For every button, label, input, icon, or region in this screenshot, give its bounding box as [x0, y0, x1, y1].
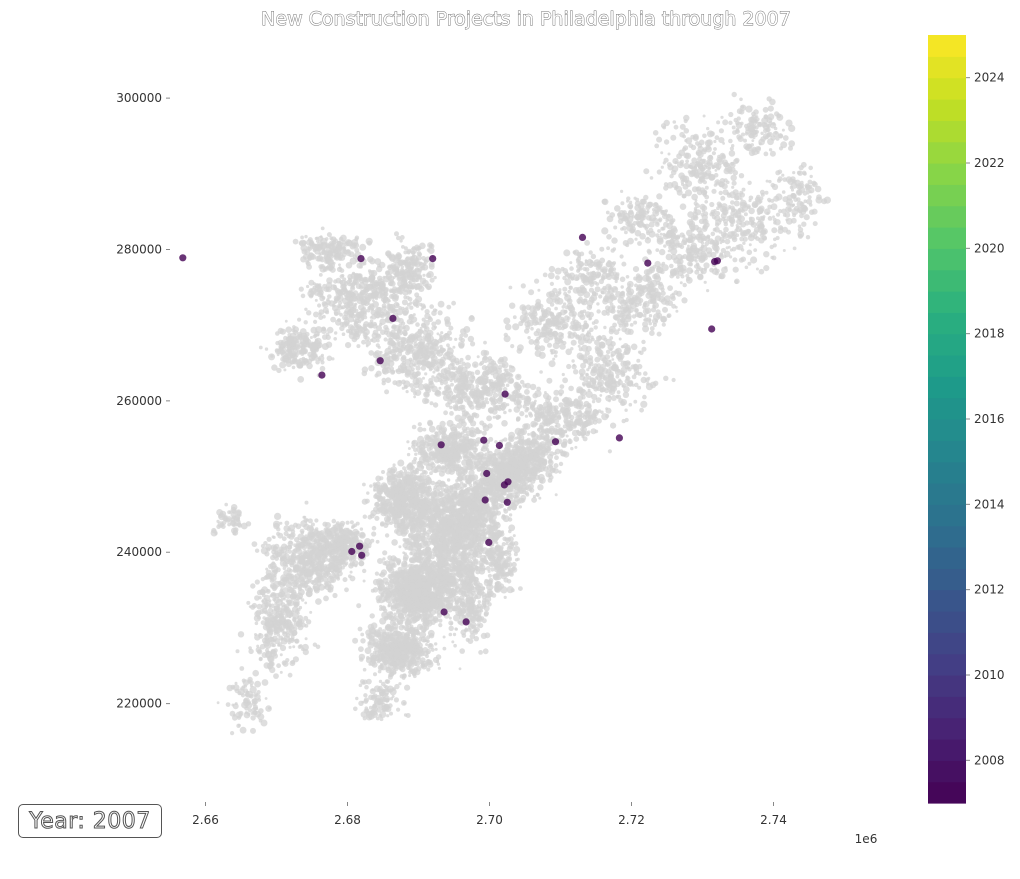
data-point [440, 608, 448, 616]
colorbar-band [928, 739, 966, 761]
colorbar-band [928, 525, 966, 548]
colorbar-band [928, 632, 966, 655]
colorbar-tick-label: 2012 [974, 583, 1005, 597]
colorbar-band [928, 419, 966, 441]
colorbar-band [928, 163, 966, 185]
y-tick-label: 300000 [116, 91, 162, 105]
colorbar-band [928, 269, 966, 292]
data-point [429, 255, 437, 263]
colorbar-band [928, 760, 966, 783]
year-annotation-box: Year: 2007 [18, 804, 162, 838]
colorbar-tick-label: 2014 [974, 497, 1005, 511]
data-point [708, 325, 716, 333]
colorbar-band [928, 376, 966, 399]
data-point [357, 255, 365, 263]
colorbar-band [928, 120, 966, 143]
x-tick-label: 2.70 [476, 813, 503, 827]
data-point [356, 542, 364, 550]
y-tick-label: 220000 [116, 697, 162, 711]
data-point [462, 618, 470, 626]
data-points [179, 233, 722, 626]
colorbar-band [928, 205, 966, 228]
colorbar-band [928, 504, 966, 527]
colorbar-tick-label: 2022 [974, 156, 1005, 170]
data-point [483, 469, 491, 478]
colorbar-band [928, 99, 966, 121]
colorbar-band [928, 653, 966, 676]
data-point [481, 496, 489, 504]
colorbar-band [928, 547, 966, 569]
colorbar-tick-label: 2010 [974, 668, 1005, 682]
colorbar-band [928, 35, 966, 57]
x-tick-label: 2.68 [334, 813, 361, 827]
colorbar-tick-label: 2024 [974, 71, 1005, 85]
colorbar-band [928, 56, 966, 79]
data-point [644, 259, 652, 267]
y-tick-label: 280000 [116, 242, 162, 256]
colorbar-tick-label: 2016 [974, 412, 1005, 426]
data-point [551, 438, 560, 446]
data-point [485, 538, 493, 547]
x-offset-label: 1e6 [855, 832, 878, 846]
x-tick-label: 2.72 [618, 813, 645, 827]
colorbar-tick-label: 2020 [974, 241, 1005, 255]
x-tick-label: 2.74 [760, 813, 787, 827]
colorbar-band [928, 397, 966, 420]
data-point [615, 434, 624, 442]
y-tick-label: 260000 [116, 394, 162, 408]
colorbar-band [928, 440, 966, 463]
colorbar-band [928, 248, 966, 271]
data-point [713, 257, 722, 265]
data-point [503, 498, 511, 506]
colorbar: 2008 2010 2012 2014 2016 2018 2020 2022 2024 [928, 35, 1005, 804]
data-point [504, 478, 512, 486]
x-tick-label: 2.66 [192, 813, 219, 827]
colorbar-tick-label: 2018 [974, 327, 1005, 341]
colorbar-tick-label: 2008 [974, 753, 1005, 767]
data-point [358, 551, 366, 559]
colorbar-band [928, 333, 966, 356]
data-point [348, 547, 356, 556]
x-axis: 2.66 2.68 2.70 2.72 2.74 [192, 802, 787, 827]
data-point [480, 436, 488, 444]
colorbar-band [928, 77, 966, 100]
colorbar-band [928, 675, 966, 697]
colorbar-band [928, 227, 966, 249]
colorbar-band [928, 483, 966, 505]
parcel-background-layer [210, 91, 832, 736]
data-point [578, 233, 587, 241]
colorbar-band [928, 312, 966, 335]
colorbar-band [928, 291, 966, 313]
y-tick-label: 240000 [116, 545, 162, 559]
y-axis: 220000 240000 260000 280000 300000 [116, 91, 170, 711]
colorbar-band [928, 717, 966, 740]
year-annotation-text: Year: 2007 [29, 808, 151, 834]
chart-title: New Construction Projects in Philadelphi… [261, 8, 791, 30]
data-point [318, 371, 326, 379]
colorbar-band [928, 355, 966, 377]
colorbar-band [928, 696, 966, 719]
colorbar-band [928, 461, 966, 484]
data-point [437, 441, 445, 449]
colorbar-band [928, 568, 966, 591]
colorbar-band [928, 611, 966, 633]
data-point [501, 390, 509, 398]
colorbar-band [928, 589, 966, 612]
colorbar-band [928, 781, 966, 804]
colorbar-band [928, 184, 966, 207]
data-point [389, 314, 397, 322]
data-point [179, 254, 187, 262]
colorbar-band [928, 141, 966, 164]
data-point [495, 441, 503, 450]
data-point [376, 357, 384, 365]
